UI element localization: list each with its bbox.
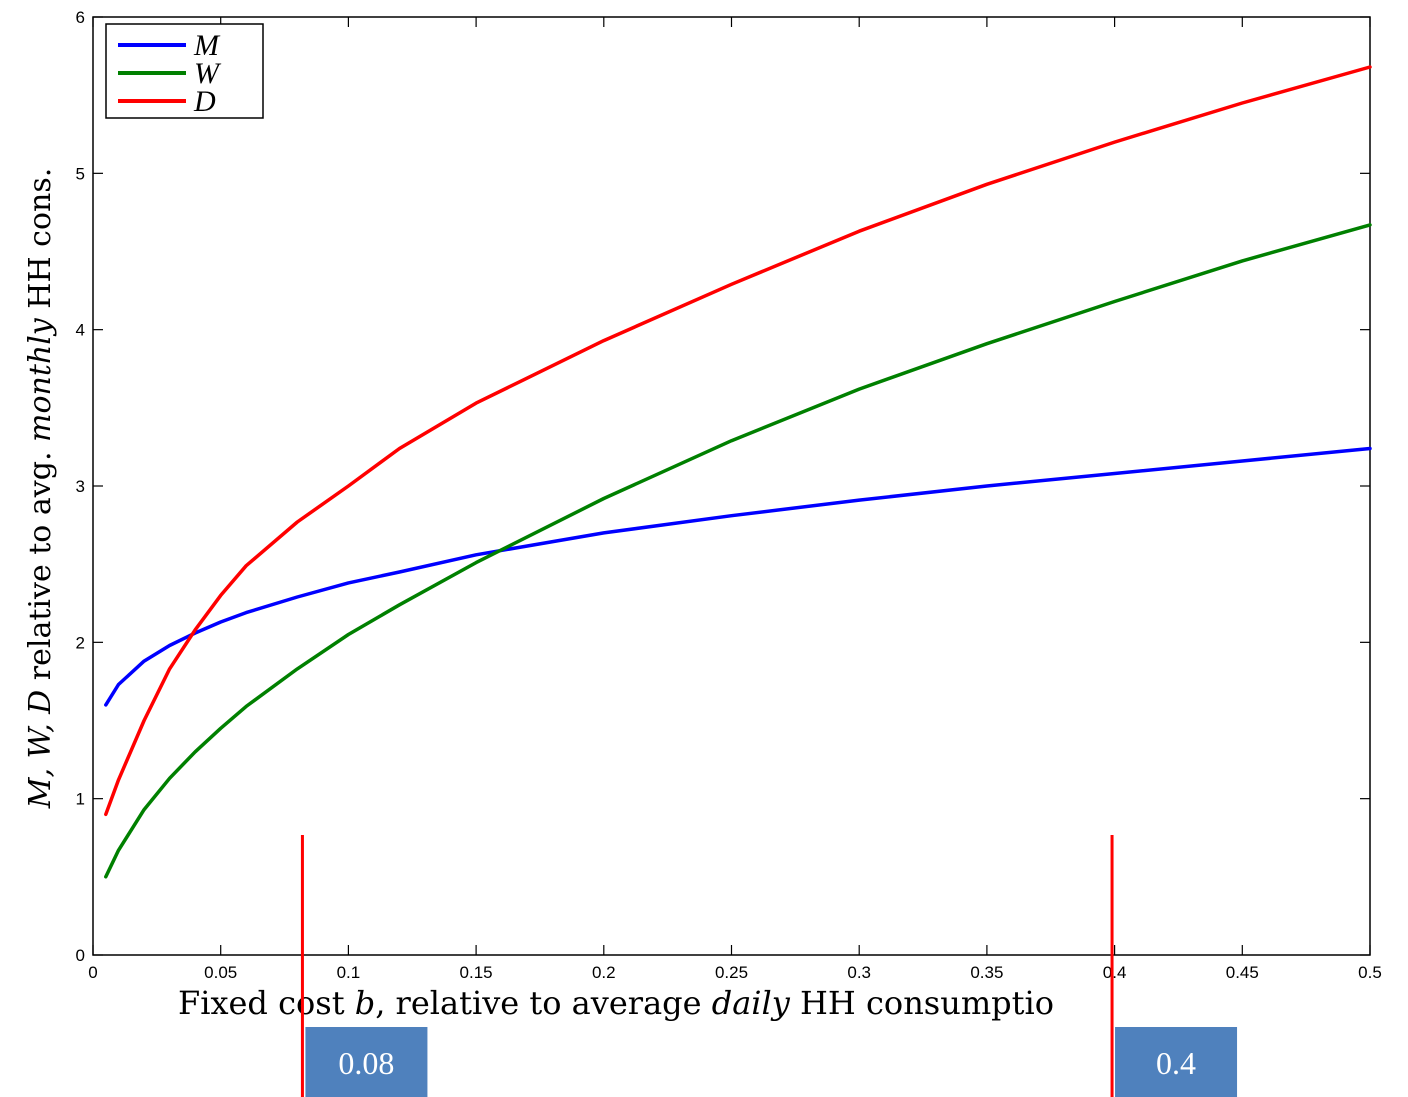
annotation-label-1: 0.4 xyxy=(1156,1045,1196,1081)
y-axis-title: M, W, D relative to avg. monthly HH cons… xyxy=(23,168,58,810)
x-tick-label-1: 0.05 xyxy=(204,963,237,982)
series-line-w xyxy=(104,223,1372,879)
plot-area xyxy=(92,16,1371,956)
annotation-label-0: 0.08 xyxy=(338,1045,394,1081)
x-axis-title: Fixed cost b, relative to average daily … xyxy=(178,984,1054,1022)
series-line-m xyxy=(104,446,1372,707)
legend: M W D xyxy=(105,23,264,119)
legend-label-m: M xyxy=(193,29,221,62)
y-tick-label-5: 5 xyxy=(76,164,85,183)
legend-label-w: W xyxy=(194,57,222,90)
annotation-marker-1: 0.4 xyxy=(1110,835,1238,1097)
x-tick-label-2: 0.1 xyxy=(337,963,361,982)
annotation-box-0 xyxy=(305,1027,428,1097)
x-tick-label-5: 0.25 xyxy=(715,963,748,982)
x-tick-label-7: 0.35 xyxy=(970,963,1003,982)
ticks-layer: 0 0.05 0.1 0.15 0.2 0.25 0.3 0.35 0.4 0.45 0.5 0 1 2 3… xyxy=(76,8,1382,982)
x-tick-label-3: 0.15 xyxy=(460,963,493,982)
x-tick-label-0: 0 xyxy=(88,963,97,982)
y-tick-label-2: 2 xyxy=(76,633,85,652)
annotation-marker-0: 0.08 xyxy=(300,835,428,1097)
y-tick-label-3: 3 xyxy=(76,477,85,496)
y-tick-label-1: 1 xyxy=(76,790,85,809)
y-tick-label-4: 4 xyxy=(76,321,85,340)
series-layer xyxy=(104,65,1372,879)
x-tick-label-8: 0.4 xyxy=(1103,963,1127,982)
legend-label-d: D xyxy=(193,85,216,118)
y-tick-label-6: 6 xyxy=(76,8,85,27)
series-line-d xyxy=(104,65,1372,817)
x-tick-label-9: 0.45 xyxy=(1226,963,1259,982)
annotation-box-1 xyxy=(1115,1027,1238,1097)
x-tick-label-10: 0.5 xyxy=(1358,963,1382,982)
x-tick-label-4: 0.2 xyxy=(592,963,616,982)
x-tick-label-6: 0.3 xyxy=(847,963,871,982)
y-tick-label-0: 0 xyxy=(76,946,85,965)
